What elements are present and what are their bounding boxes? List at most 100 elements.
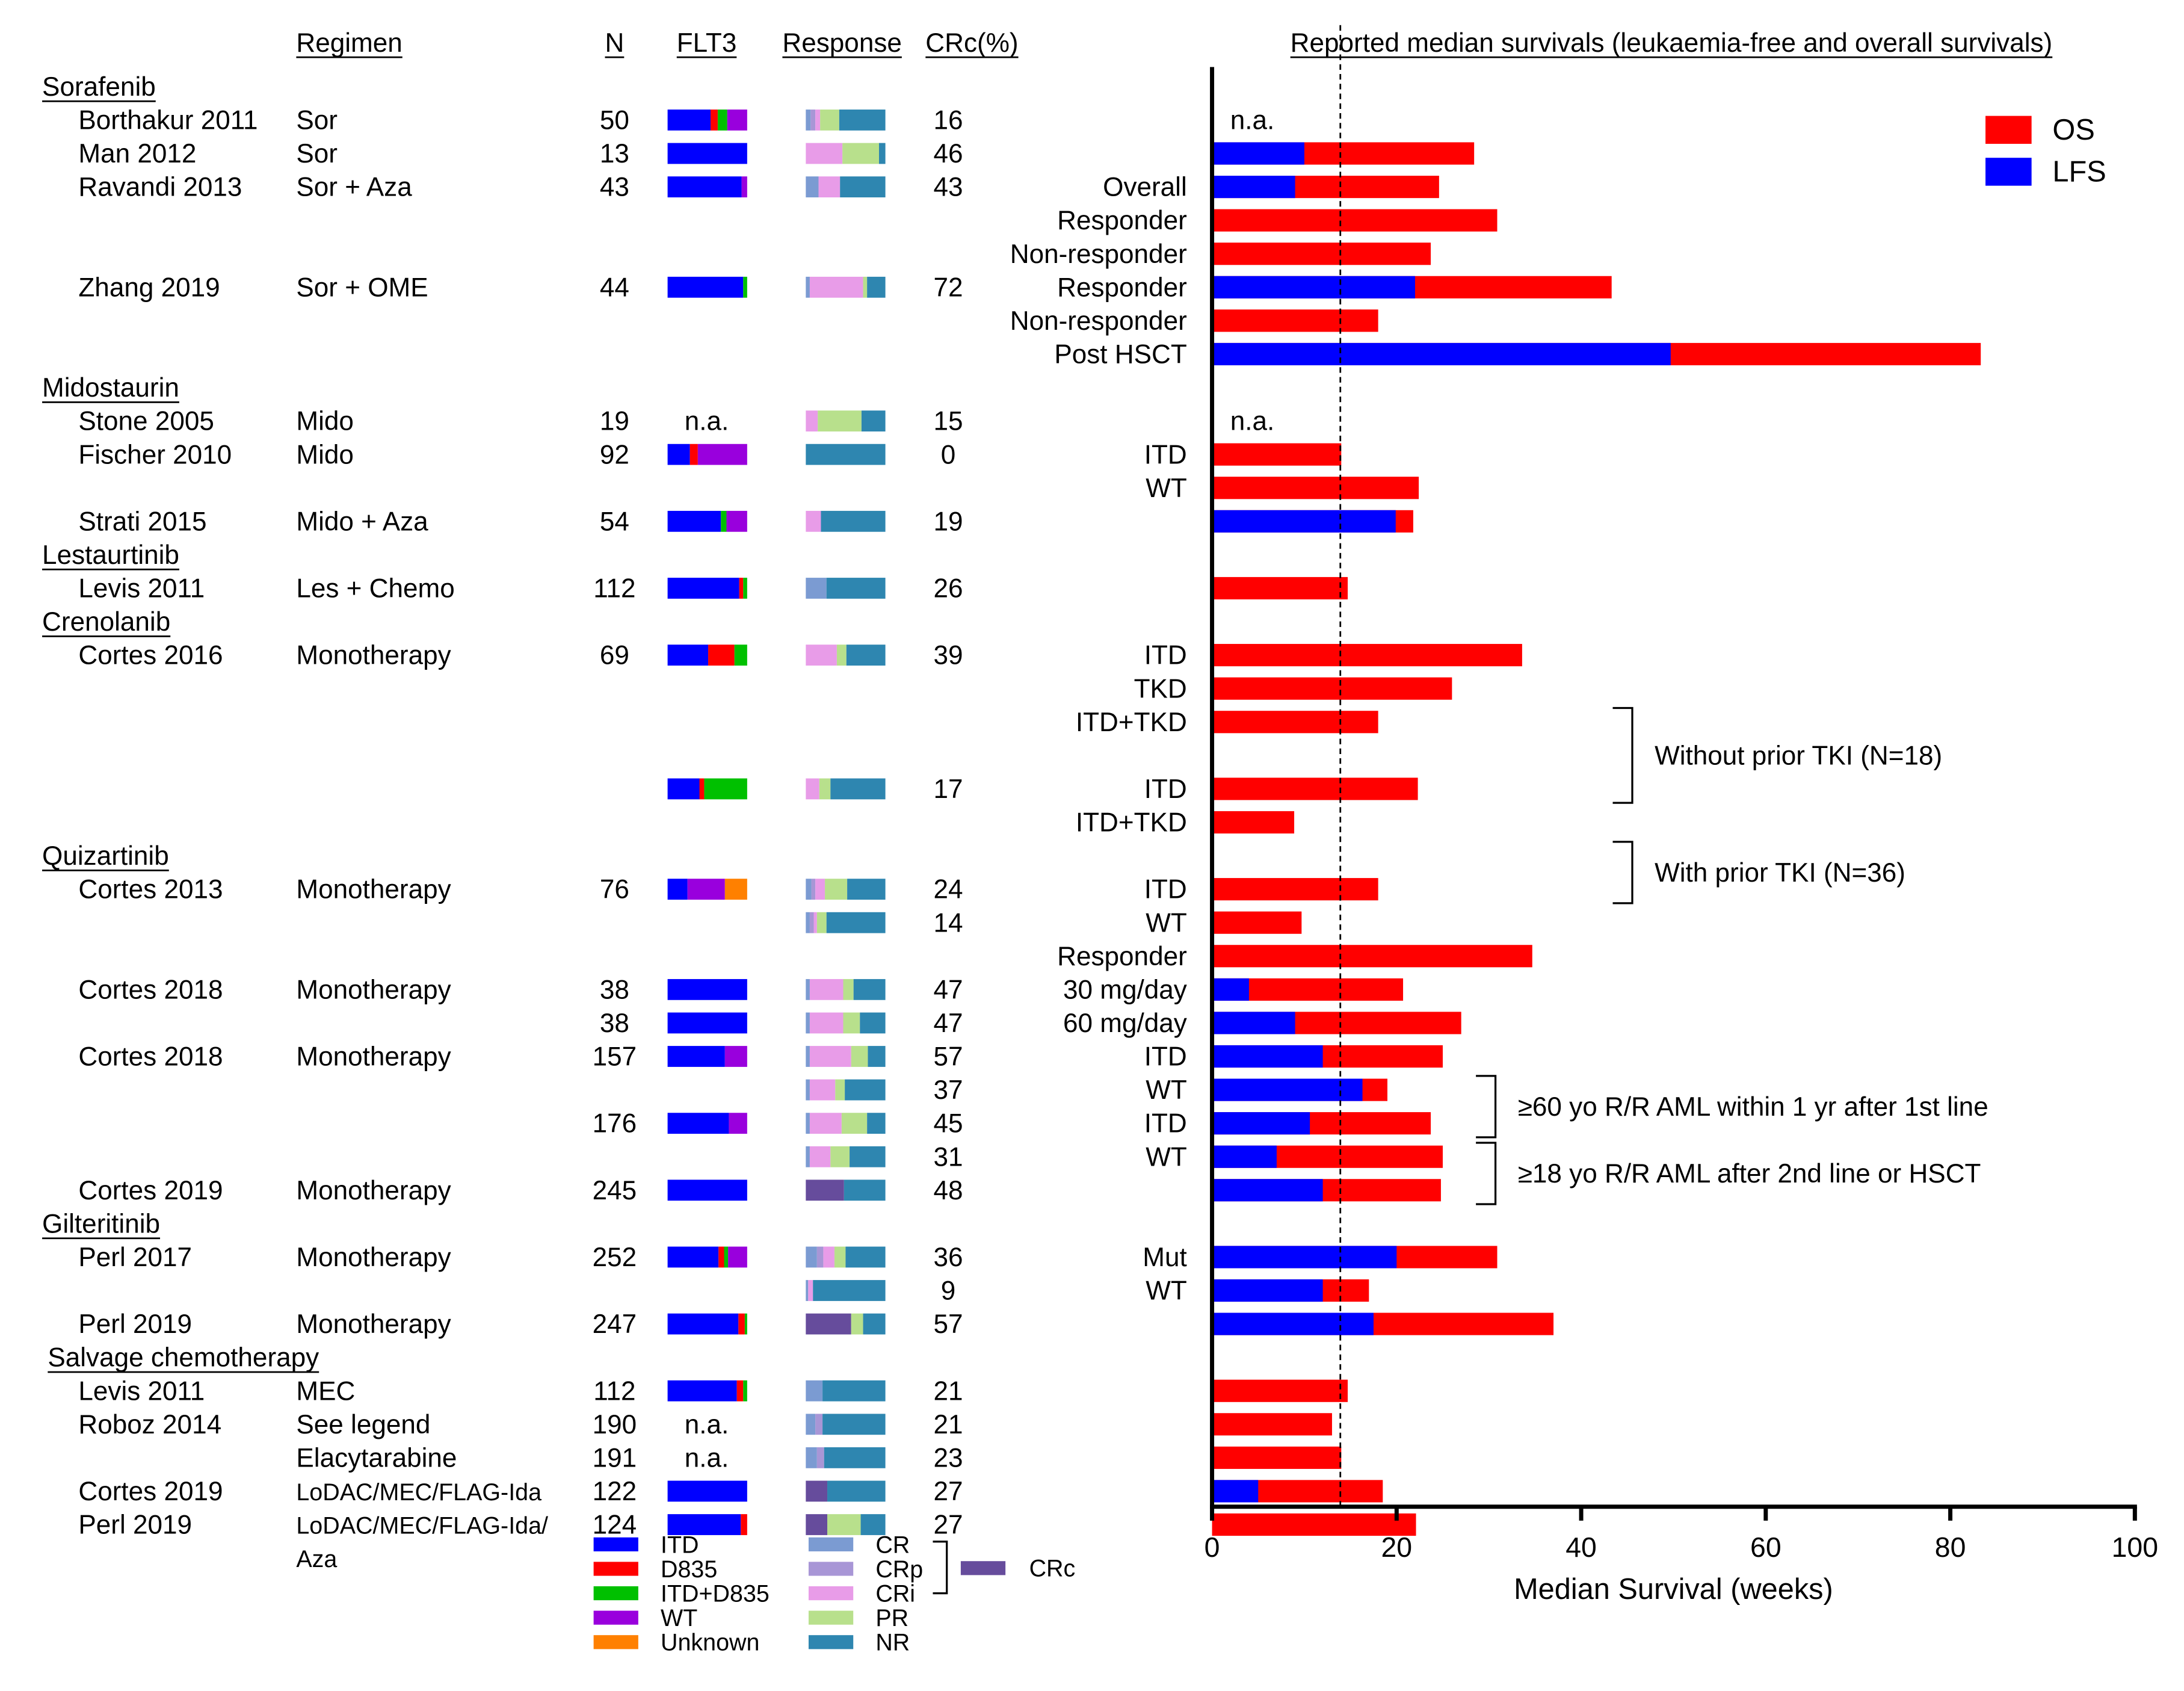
table-row: ITD+TKD	[1076, 808, 1187, 838]
crc-value: 9	[941, 1276, 956, 1306]
bracket-annotation: Without prior TKI (N=18)	[1612, 706, 1942, 804]
x-tick-label: 20	[1381, 1532, 1413, 1563]
response-segment-nr	[863, 1313, 886, 1335]
os-bar	[1212, 777, 1418, 800]
table-row: Elacytarabine 191 n.a. 23	[296, 1443, 963, 1473]
drug-group-header: Crenolanib	[42, 607, 171, 637]
flt3-segment-wt	[727, 110, 747, 131]
flt3-segment-itd	[667, 879, 688, 900]
drug-group-header: Quizartinib	[42, 841, 169, 871]
crc-value: 31	[933, 1142, 963, 1172]
response-segment-nr	[879, 143, 886, 164]
response-segment-pr	[863, 276, 868, 298]
n-value: 92	[600, 440, 629, 469]
response-segment-cri	[806, 778, 819, 800]
response-segment-nr	[845, 1246, 886, 1268]
n-value: 252	[593, 1243, 637, 1272]
os-bar	[1212, 811, 1295, 834]
response-segment-pr	[830, 1146, 850, 1167]
flt3-na: n.a.	[685, 1410, 729, 1439]
flt3-segment-itd	[667, 1246, 719, 1268]
study-label: Cortes 2013	[78, 875, 223, 904]
response-segment-crp	[816, 1246, 824, 1268]
flt3-segment-itd	[667, 1380, 737, 1402]
bracket-annotation: ≥18 yo R/R AML after 2nd line or HSCT	[1476, 1142, 1981, 1205]
subgroup-label: Post HSCT	[1054, 340, 1186, 369]
survival-na: n.a.	[1230, 106, 1275, 135]
table-row: TKD	[1134, 674, 1187, 703]
group-label: Midostaurin	[42, 373, 179, 403]
n-value: 122	[593, 1477, 637, 1506]
legend-swatch	[1985, 116, 2032, 144]
x-axis-label: Median Survival (weeks)	[1514, 1573, 1833, 1606]
response-segment-cr	[806, 978, 810, 1000]
legend-item-lfs: LFS	[1985, 156, 2106, 188]
response-segment-crp	[815, 1414, 823, 1435]
response-segment-cr	[806, 1046, 810, 1067]
chart-title: Reported median survivals (leukaemia-fre…	[1291, 28, 2053, 58]
group-label: Quizartinib	[42, 841, 169, 871]
legend-label: NR	[875, 1630, 910, 1656]
response-segment-crc	[806, 1480, 828, 1502]
response-segment-nr	[830, 778, 886, 800]
crc-value: 15	[933, 407, 963, 436]
table-row: 38 47 60 mg/day	[600, 1009, 1187, 1038]
group-label: Salvage chemotherapy	[48, 1343, 319, 1373]
regimen-label: Mido + Aza	[296, 507, 428, 536]
lfs-bar	[1212, 1312, 1374, 1335]
flt3-segment-itd-d835	[743, 1380, 747, 1402]
n-value: 112	[593, 1376, 635, 1406]
response-segment-crc	[806, 1514, 828, 1535]
subgroup-label: WT	[1146, 474, 1187, 503]
response-segment-cr	[806, 1280, 809, 1301]
table-row: Post HSCT	[1054, 340, 1186, 369]
response-segment-cri	[808, 1280, 813, 1301]
response-segment-pr	[843, 978, 854, 1000]
response-segment-nr	[840, 176, 886, 197]
regimen-label: LoDAC/MEC/FLAG-Ida/	[296, 1513, 548, 1539]
crc-value: 47	[933, 1009, 963, 1038]
regimen-label: Sor	[296, 106, 338, 135]
response-segment-nr	[853, 978, 886, 1000]
os-bar	[1212, 443, 1342, 466]
study-label: Fischer 2010	[78, 440, 232, 469]
crc-value: 21	[933, 1410, 963, 1439]
lfs-bar	[1212, 176, 1295, 199]
drug-group-header: Midostaurin	[42, 373, 179, 403]
response-segment-nr	[867, 276, 886, 298]
flt3-segment-itd	[667, 645, 709, 666]
response-segment-pr	[834, 1246, 846, 1268]
response-segment-cr	[806, 1414, 816, 1435]
flt3-segment-itd	[667, 978, 747, 1000]
response-segment-cr	[806, 1146, 810, 1167]
response-segment-nr	[839, 110, 886, 131]
os-bar	[1212, 209, 1498, 232]
legend-label: D835	[661, 1556, 717, 1583]
subgroup-label: 30 mg/day	[1063, 975, 1187, 1004]
response-segment-cri	[809, 1046, 851, 1067]
header-regimen: Regimen	[296, 28, 402, 58]
legend-label: OS	[2052, 114, 2094, 146]
crc-value: 45	[933, 1109, 963, 1139]
flt3-segment-d835	[708, 645, 735, 666]
subgroup-label: ITD	[1144, 774, 1187, 804]
study-label: Ravandi 2013	[78, 173, 242, 202]
flt3-segment-wt	[726, 510, 747, 532]
crc-value: 14	[933, 908, 963, 938]
table-row: Cortes 2018 Monotherapy 157 57 ITD	[78, 1042, 1186, 1072]
table-row: Levis 2011 MEC 112 21	[78, 1376, 963, 1406]
table-row: ITD+TKD	[1076, 708, 1187, 737]
n-value: 76	[600, 875, 629, 904]
bracket	[1476, 1142, 1497, 1205]
flt3-segment-itd	[667, 1012, 747, 1034]
table-row: Responder	[1057, 942, 1187, 971]
response-segment-cr	[806, 110, 811, 131]
flt3-segment-d835	[741, 1514, 747, 1535]
response-segment-pr	[816, 912, 827, 933]
response-segment-pr	[851, 1313, 863, 1335]
flt3-segment-itd-d835	[734, 645, 747, 666]
table-row: 9 WT	[806, 1276, 1187, 1306]
os-bar	[1212, 309, 1378, 332]
bracket-annotation: ≥60 yo R/R AML within 1 yr after 1st lin…	[1476, 1075, 1988, 1139]
response-segment-cr	[806, 1012, 810, 1034]
